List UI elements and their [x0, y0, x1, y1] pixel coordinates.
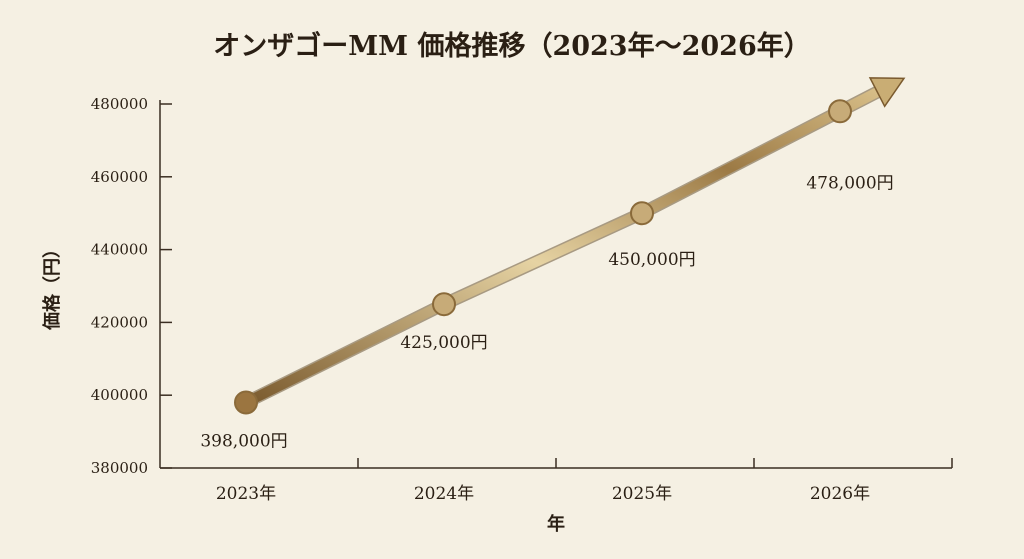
y-tick-label: 400000: [91, 386, 148, 404]
y-tick-label: 440000: [91, 241, 148, 259]
data-point-marker: [432, 292, 456, 317]
data-point-marker: [630, 201, 654, 226]
chart-title: オンザゴーMM 価格推移（2023年〜2026年）: [213, 30, 810, 62]
y-tick-label: 460000: [91, 168, 148, 186]
x-axis-label: 年: [547, 513, 565, 535]
x-tick-label: 2023年: [216, 484, 276, 504]
x-tick-label: 2025年: [612, 484, 672, 504]
series: 398,000円 425,000円 450,000円 478,000円: [200, 77, 906, 451]
series-line: [241, 83, 890, 408]
data-label: 450,000円: [608, 250, 695, 270]
y-tick-label: 480000: [91, 95, 148, 113]
data-label: 478,000円: [806, 173, 893, 193]
axes: 380000 400000 420000 440000 460000 480000 2023…: [91, 95, 953, 504]
data-point-marker: [234, 390, 258, 415]
y-axis-label: 価格（円）: [41, 240, 63, 331]
trend-arrow-head: [868, 77, 906, 108]
x-tick-label: 2024年: [414, 484, 474, 504]
data-point-marker: [828, 99, 852, 124]
y-tick-label: 380000: [91, 459, 148, 477]
x-tick-label: 2026年: [810, 484, 870, 504]
data-label: 425,000円: [400, 333, 487, 353]
y-tick-label: 420000: [91, 313, 148, 331]
data-label: 398,000円: [200, 431, 287, 451]
